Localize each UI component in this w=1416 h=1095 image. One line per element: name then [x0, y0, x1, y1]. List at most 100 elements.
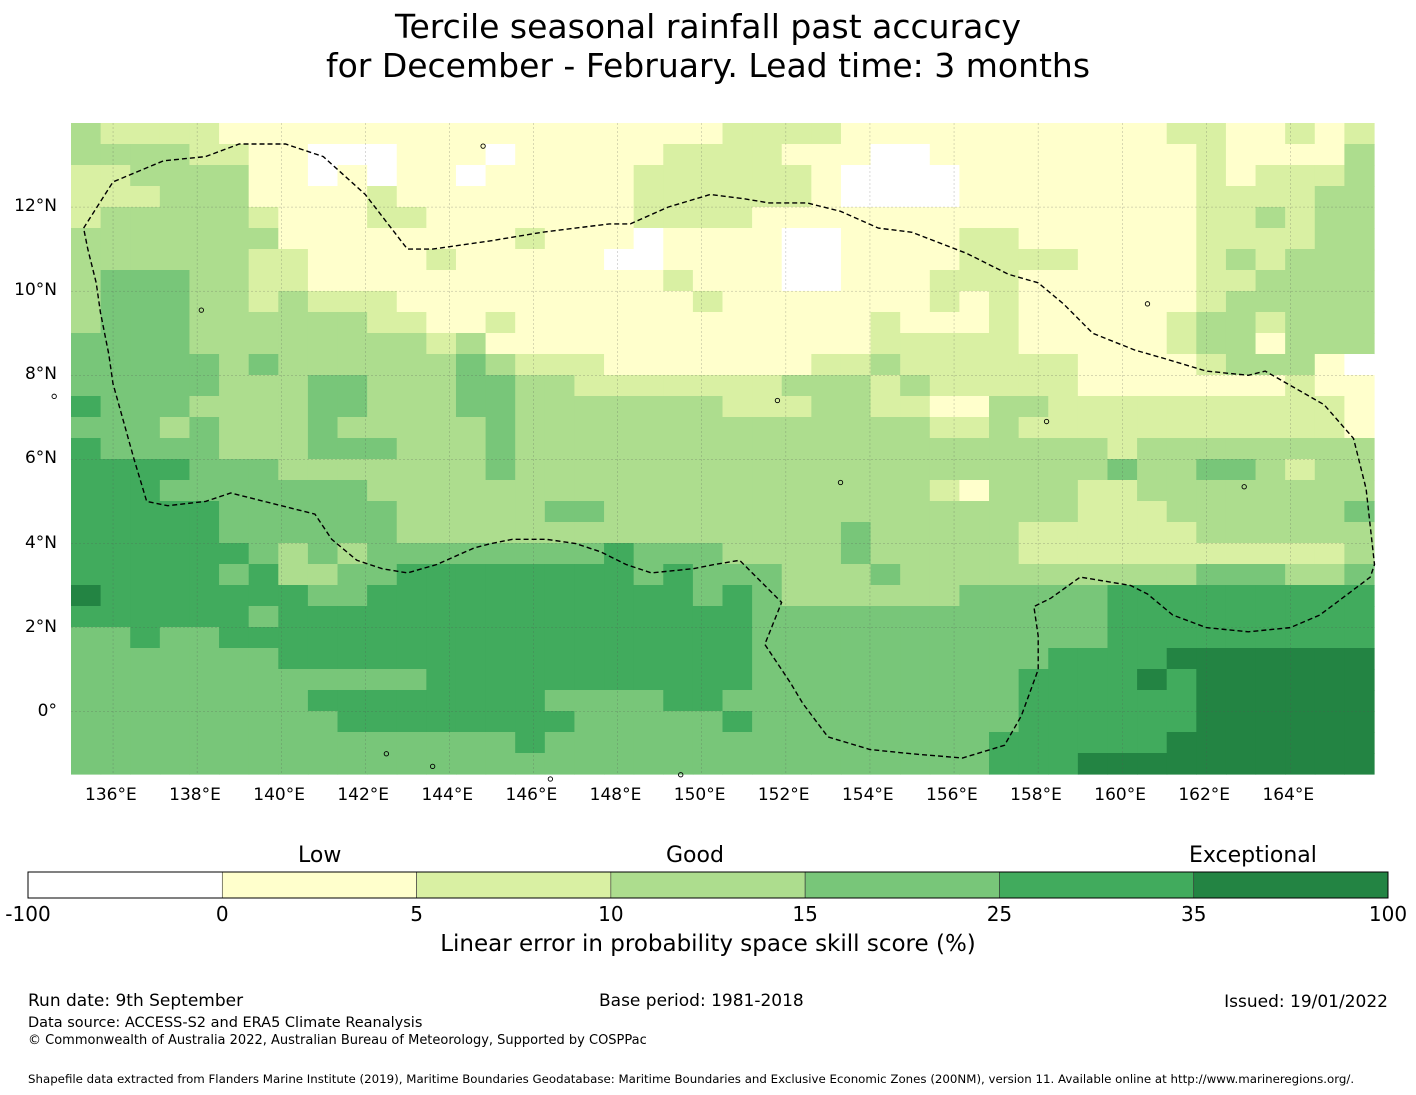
grid-cell [840, 459, 872, 481]
grid-cell [900, 564, 931, 586]
island-outline [383, 751, 390, 757]
grid-cell [1314, 627, 1345, 649]
grid-cell [663, 396, 694, 418]
grid-cell [1255, 753, 1286, 775]
grid-cell [1225, 564, 1257, 586]
grid-cell [515, 375, 546, 397]
grid-cell [485, 690, 516, 712]
grid-cell [367, 606, 398, 628]
grid-cell [485, 753, 516, 775]
grid-cell [1285, 207, 1316, 229]
colorbar-tick: 100 [1368, 902, 1408, 926]
grid-cell [337, 249, 368, 271]
grid-cell [752, 207, 783, 229]
grid-cell [781, 417, 812, 439]
grid-cell [426, 711, 457, 733]
grid-cell [929, 438, 961, 460]
grid-cell [396, 522, 427, 544]
grid-cell [159, 186, 191, 208]
grid-cell [337, 711, 368, 733]
grid-cell [663, 207, 694, 229]
grid-cell [71, 438, 102, 460]
grid-cell [396, 249, 427, 271]
grid-cell [1107, 312, 1138, 334]
grid-cell [248, 354, 279, 376]
grid-cell [426, 354, 457, 376]
grid-cell [159, 669, 191, 691]
island-outline [837, 479, 844, 486]
grid-cell [989, 249, 1020, 271]
grid-cell [1285, 312, 1316, 334]
grid-cell [485, 312, 516, 334]
grid-cell [1048, 459, 1079, 481]
grid-cell [515, 711, 546, 733]
grid-cell [752, 270, 783, 292]
grid-cell [722, 459, 753, 481]
grid-cell [633, 123, 664, 145]
grid-cell [71, 249, 102, 271]
grid-cell [159, 753, 191, 775]
grid-cell [1225, 732, 1257, 754]
grid-cell [219, 312, 250, 334]
grid-cell [455, 375, 487, 397]
grid-cell [426, 459, 457, 481]
latitude-tick: 6°N [24, 448, 57, 469]
grid-cell [633, 711, 664, 733]
grid-cell [1018, 501, 1049, 523]
longitude-tick: 160°E [1094, 785, 1146, 805]
grid-cell [752, 165, 783, 187]
grid-cell [1166, 480, 1197, 502]
grid-cell [722, 186, 753, 208]
grid-cell [1166, 144, 1197, 166]
grid-cell [722, 396, 753, 418]
grid-cell [633, 375, 664, 397]
grid-cell [1344, 228, 1375, 250]
grid-cell [1166, 291, 1197, 313]
grid-cell [515, 417, 546, 439]
grid-cell [159, 123, 191, 145]
grid-cell [455, 459, 487, 481]
island-outline [480, 143, 486, 149]
grid-cell [811, 333, 842, 355]
grid-cell [100, 312, 131, 334]
grid-cell [811, 123, 842, 145]
grid-cell [100, 207, 131, 229]
grid-cell [544, 648, 576, 670]
grid-cell [929, 186, 961, 208]
grid-cell [959, 543, 990, 565]
grid-cell [811, 501, 842, 523]
grid-cell [959, 732, 990, 754]
grid-cell [1196, 186, 1227, 208]
grid-cell [307, 732, 339, 754]
grid-cell [130, 375, 161, 397]
grid-cell [1225, 501, 1257, 523]
grid-cell [1018, 543, 1049, 565]
grid-cell [1018, 123, 1049, 145]
grid-cell [870, 270, 901, 292]
grid-cell [1166, 690, 1197, 712]
grid-cell [840, 711, 872, 733]
grid-cell [71, 123, 102, 145]
grid-cell [604, 291, 635, 313]
grid-cell [752, 753, 783, 775]
grid-cell [722, 144, 753, 166]
grid-cell [1344, 585, 1375, 607]
grid-cell [485, 123, 516, 145]
grid-cell [752, 123, 783, 145]
grid-cell [1048, 144, 1079, 166]
grid-cell [574, 291, 605, 313]
grid-cell [752, 459, 783, 481]
grid-cell [1137, 690, 1168, 712]
grid-cell [929, 648, 961, 670]
grid-cell [781, 228, 812, 250]
grid-cell [1314, 354, 1345, 376]
grid-cell [900, 291, 931, 313]
grid-cell [604, 333, 635, 355]
grid-cell [307, 291, 339, 313]
latitude-tick: 4°N [24, 532, 57, 553]
grid-cell [485, 291, 516, 313]
island-outline [51, 393, 57, 399]
grid-cell [278, 522, 309, 544]
grid-cell [1225, 249, 1257, 271]
grid-cell [159, 480, 191, 502]
